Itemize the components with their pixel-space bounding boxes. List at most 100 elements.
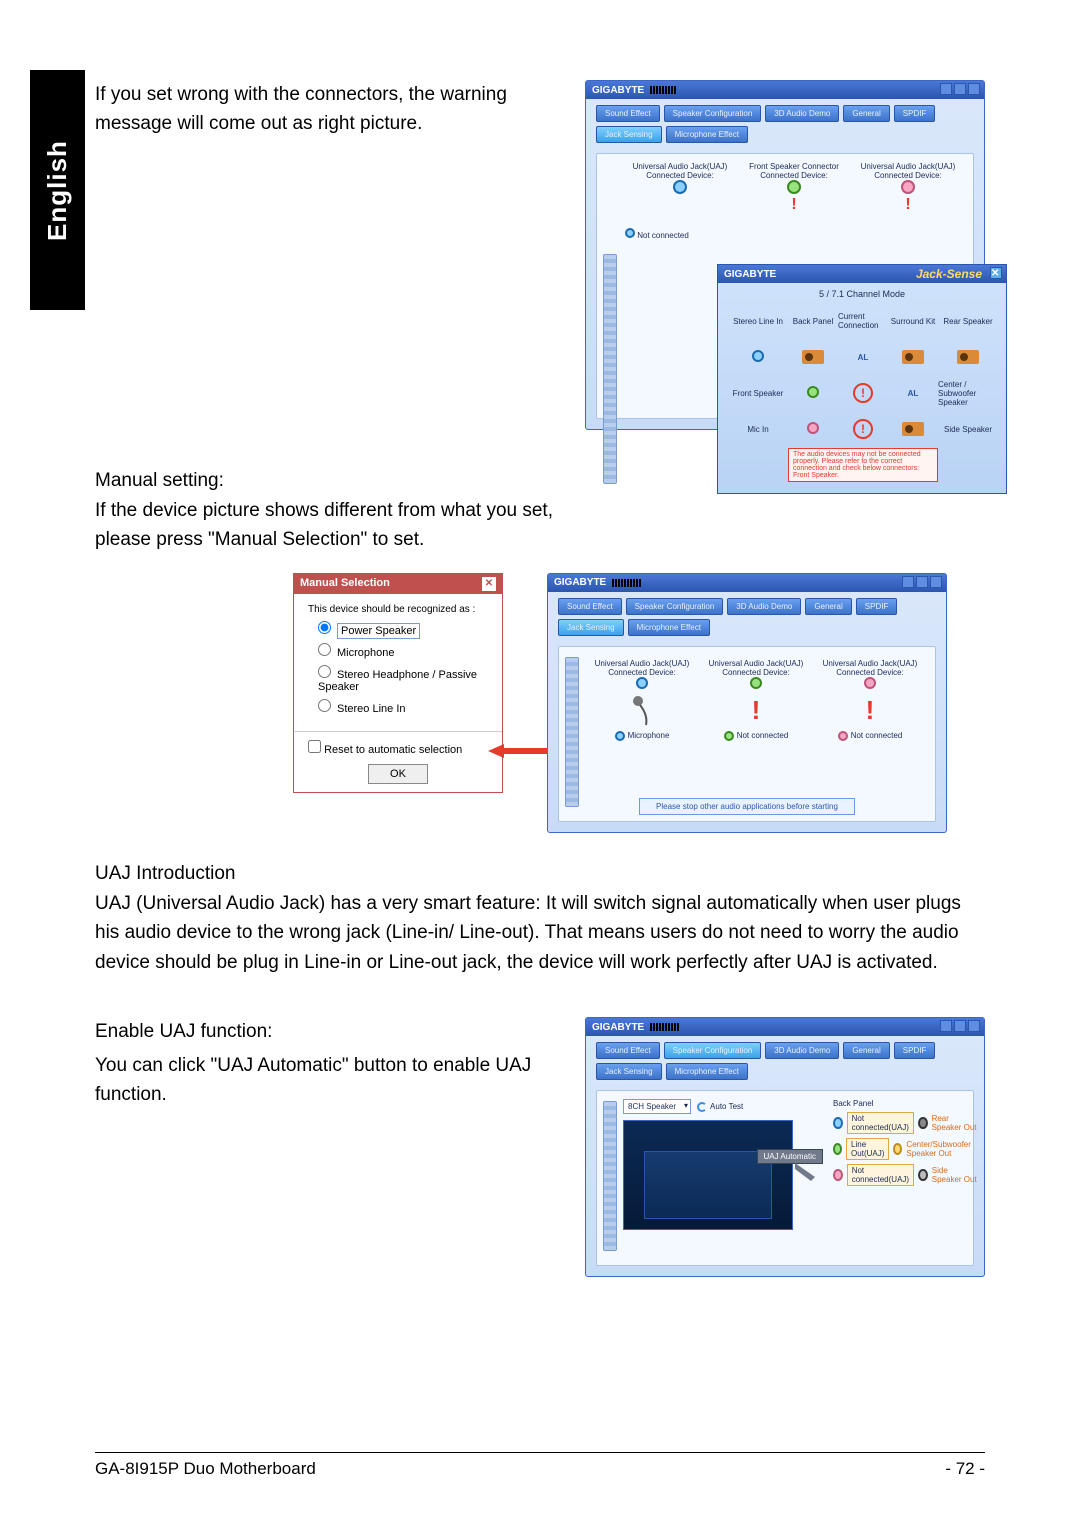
tab-spdif[interactable]: SPDIF bbox=[894, 1042, 936, 1059]
tab-jack-sensing[interactable]: Jack Sensing bbox=[596, 1063, 662, 1080]
tab-mic-effect[interactable]: Microphone Effect bbox=[666, 126, 748, 143]
jacksense-grid: Stereo Line In Back Panel Current Connec… bbox=[728, 303, 996, 483]
jack-pink-icon bbox=[833, 1169, 843, 1181]
dev3-name: Not connected bbox=[851, 731, 903, 740]
manual-selection-titlebar: Manual Selection ✕ bbox=[294, 574, 502, 594]
titlebar: GIGABYTE bbox=[586, 81, 984, 99]
tab-row: Sound Effect Speaker Configuration 3D Au… bbox=[586, 99, 984, 149]
device-row: Universal Audio Jack(UAJ) Connected Devi… bbox=[585, 659, 927, 741]
connector-row: Universal Audio Jack(UAJ) Connected Devi… bbox=[623, 162, 965, 214]
tab-jack-sensing[interactable]: Jack Sensing bbox=[596, 126, 662, 143]
page: English If you set wrong with the connec… bbox=[0, 0, 1080, 1529]
section-enable-uaj: Enable UAJ function: You can click "UAJ … bbox=[95, 1017, 985, 1277]
titlebar: GIGABYTE bbox=[548, 574, 946, 592]
tab-3d-demo[interactable]: 3D Audio Demo bbox=[765, 1042, 839, 1059]
section-warning-text: If you set wrong with the connectors, th… bbox=[95, 80, 555, 430]
tab-sound-effect[interactable]: Sound Effect bbox=[558, 598, 622, 615]
jack-green-icon bbox=[787, 180, 801, 194]
option-reset[interactable]: Reset to automatic selection bbox=[308, 740, 462, 756]
tab-general[interactable]: General bbox=[843, 1042, 889, 1059]
tab-spdif[interactable]: SPDIF bbox=[856, 598, 898, 615]
dev-cell-2: Universal Audio Jack(UAJ) Connected Devi… bbox=[699, 659, 813, 741]
close-button[interactable]: ✕ bbox=[990, 267, 1002, 279]
language-tab: English bbox=[30, 70, 85, 310]
jack-pink-icon bbox=[807, 422, 819, 434]
tab-speaker-config[interactable]: Speaker Configuration bbox=[664, 105, 762, 122]
jack-green-icon bbox=[833, 1143, 842, 1155]
tab-sound-effect[interactable]: Sound Effect bbox=[596, 1042, 660, 1059]
speaker-icon bbox=[957, 350, 979, 364]
tab-mic-effect[interactable]: Microphone Effect bbox=[628, 619, 710, 636]
jack-small-icon bbox=[615, 731, 625, 741]
auto-test-button[interactable]: Auto Test bbox=[697, 1102, 743, 1112]
tab-general[interactable]: General bbox=[805, 598, 851, 615]
window-controls[interactable] bbox=[902, 576, 942, 588]
microphone-icon bbox=[627, 693, 657, 729]
barcode-icon bbox=[650, 1023, 679, 1031]
arrow-icon bbox=[488, 744, 548, 758]
sec1-text: If you set wrong with the connectors, th… bbox=[95, 80, 555, 139]
jack-blue-icon bbox=[752, 350, 764, 362]
jack-pink-icon bbox=[864, 677, 876, 689]
footer-product: GA-8I915P Duo Motherboard bbox=[95, 1459, 945, 1479]
s3-left: 8CH Speaker Auto Test bbox=[623, 1099, 823, 1230]
manual-setting-text: If the device picture shows different fr… bbox=[95, 496, 595, 555]
radio-headphone[interactable] bbox=[318, 665, 331, 678]
screenshot-jacksense-wrap: GIGABYTE Sound Effect Speaker Configurat… bbox=[585, 80, 985, 430]
window-controls[interactable] bbox=[940, 83, 980, 95]
manual-row: Manual Selection ✕ This device should be… bbox=[95, 573, 985, 833]
opt2-label: Microphone bbox=[337, 647, 394, 659]
jack-pink-icon bbox=[901, 180, 915, 194]
tab-speaker-config[interactable]: Speaker Configuration bbox=[664, 1042, 762, 1059]
tab-3d-demo[interactable]: 3D Audio Demo bbox=[727, 598, 801, 615]
radio-linein[interactable] bbox=[318, 699, 331, 712]
tab-spdif[interactable]: SPDIF bbox=[894, 105, 936, 122]
tab-general[interactable]: General bbox=[843, 105, 889, 122]
manual-prompt: This device should be recognized as : bbox=[308, 604, 488, 615]
back-panel-label: Back Panel bbox=[833, 1099, 977, 1108]
screenshot-manual: GIGABYTE Sound Effect Speaker Configurat… bbox=[547, 573, 947, 833]
jack-blue-icon bbox=[673, 180, 687, 194]
dev1-label: Universal Audio Jack(UAJ) Connected Devi… bbox=[585, 659, 699, 677]
uaj-intro-text: UAJ (Universal Audio Jack) has a very sm… bbox=[95, 889, 985, 977]
notice-text: Please stop other audio applications bef… bbox=[639, 798, 855, 815]
jack-blue-icon bbox=[636, 677, 648, 689]
callout-arrow-icon bbox=[795, 1163, 823, 1183]
al-icon: AL bbox=[858, 353, 869, 362]
brand-label: GIGABYTE bbox=[554, 577, 606, 588]
jack1-status: Not connected(UAJ) bbox=[847, 1112, 914, 1134]
tab-3d-demo[interactable]: 3D Audio Demo bbox=[765, 105, 839, 122]
tab-speaker-config[interactable]: Speaker Configuration bbox=[626, 598, 724, 615]
jacksense-title: Jack-Sense bbox=[916, 267, 982, 281]
window-controls[interactable] bbox=[940, 1020, 980, 1032]
tab-jack-sensing[interactable]: Jack Sensing bbox=[558, 619, 624, 636]
speaker-mode-dropdown[interactable]: 8CH Speaker bbox=[623, 1099, 691, 1114]
option-headphone[interactable]: Stereo Headphone / Passive Speaker bbox=[318, 665, 488, 693]
manual-selection-dialog: Manual Selection ✕ This device should be… bbox=[293, 573, 503, 793]
jacksense-titlebar: GIGABYTE Jack-Sense ✕ bbox=[718, 265, 1006, 283]
s3-right: Back Panel UAJ Automatic Not connected(U… bbox=[833, 1099, 977, 1230]
dropdown-row: 8CH Speaker Auto Test bbox=[623, 1099, 823, 1114]
checkbox-reset[interactable] bbox=[308, 740, 321, 753]
page-footer: GA-8I915P Duo Motherboard - 72 - bbox=[95, 1452, 985, 1479]
ok-button[interactable]: OK bbox=[368, 764, 428, 784]
dev-cell-3: Universal Audio Jack(UAJ) Connected Devi… bbox=[813, 659, 927, 741]
option-power-speaker[interactable]: Power Speaker bbox=[318, 621, 488, 637]
s3-body: 8CH Speaker Auto Test Back Panel UAJ Aut… bbox=[623, 1099, 965, 1230]
close-button[interactable]: ✕ bbox=[482, 577, 496, 591]
lbl-back-panel: Back Panel bbox=[793, 317, 833, 326]
not-connected-label: Not connected bbox=[637, 231, 689, 240]
uaj-intro-title: UAJ Introduction bbox=[95, 863, 985, 885]
radio-microphone[interactable] bbox=[318, 643, 331, 656]
circle-warn-icon: ! bbox=[853, 419, 873, 439]
option-linein[interactable]: Stereo Line In bbox=[318, 699, 488, 715]
panel-body: Universal Audio Jack(UAJ) Connected Devi… bbox=[558, 646, 936, 822]
option-microphone[interactable]: Microphone bbox=[318, 643, 488, 659]
jack1-out: Rear Speaker Out bbox=[932, 1114, 977, 1132]
warning-icon: ! bbox=[855, 693, 885, 729]
footer-page-number: - 72 - bbox=[945, 1459, 985, 1479]
enable-uaj-text-col: Enable UAJ function: You can click "UAJ … bbox=[95, 1017, 555, 1277]
radio-power-speaker[interactable] bbox=[318, 621, 331, 634]
tab-sound-effect[interactable]: Sound Effect bbox=[596, 105, 660, 122]
tab-mic-effect[interactable]: Microphone Effect bbox=[666, 1063, 748, 1080]
